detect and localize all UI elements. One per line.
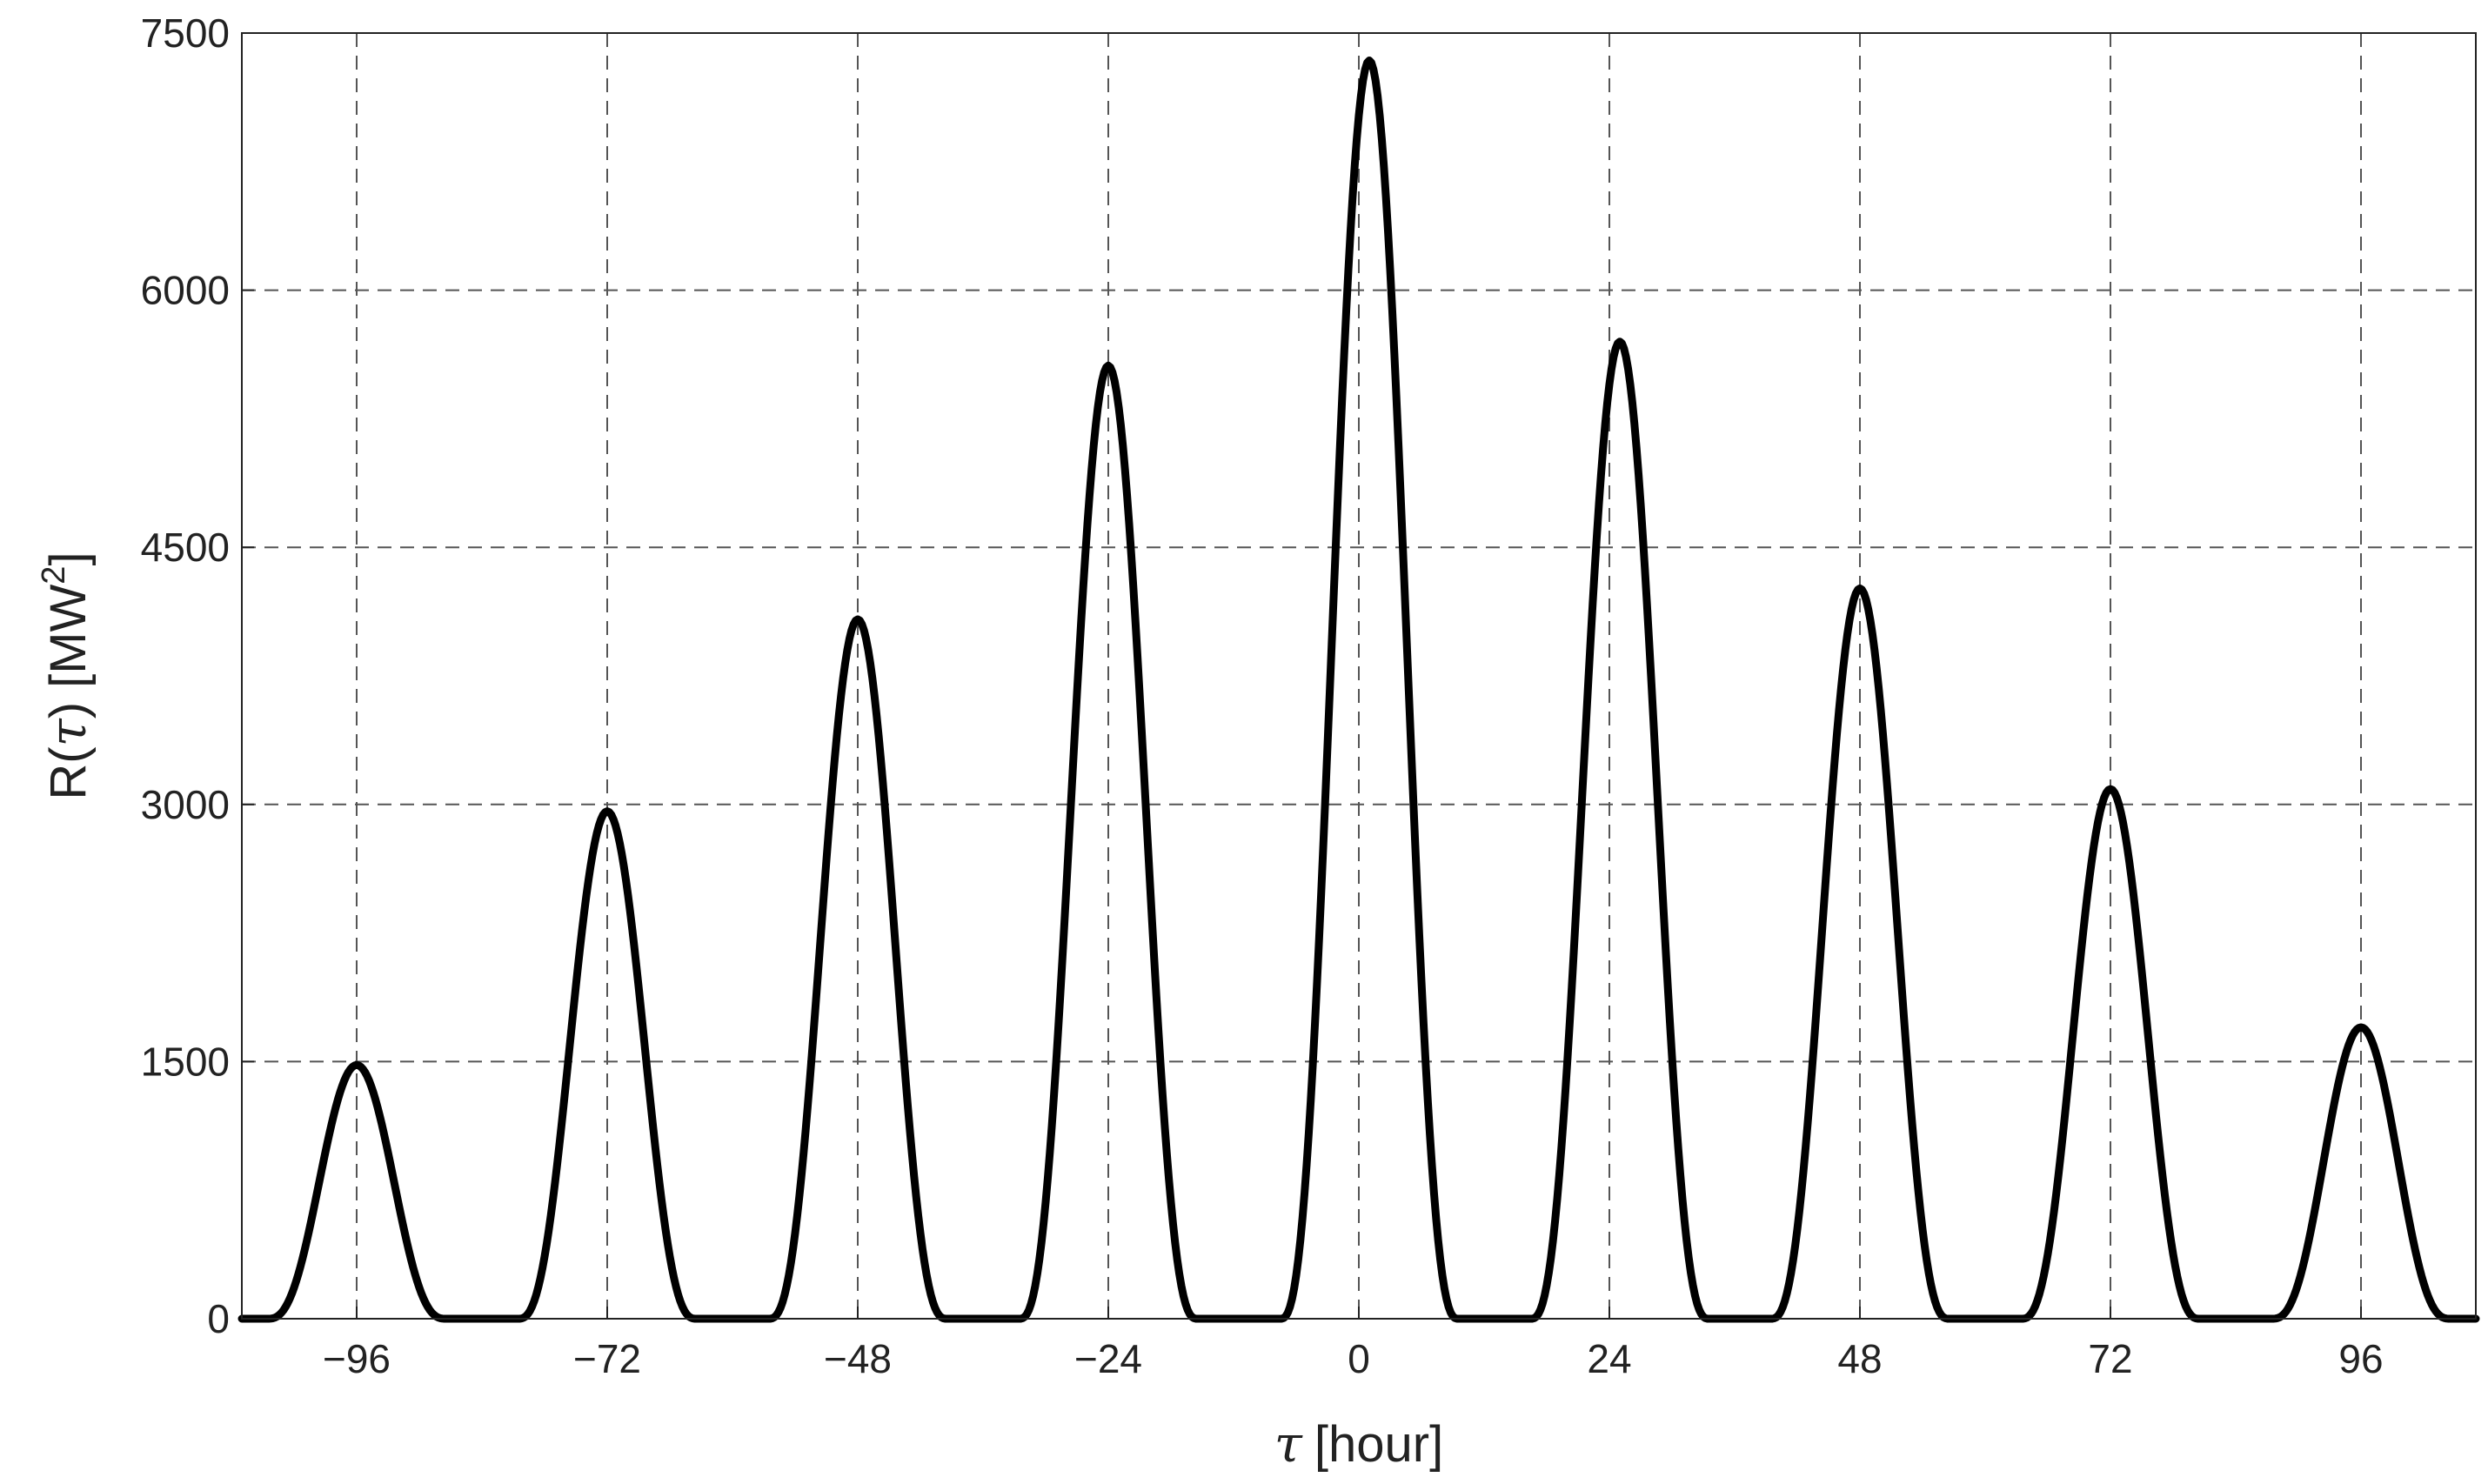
x-tick-labels: −96 −72 −48 −24 0 24 48 72 96 xyxy=(323,1336,2384,1381)
y-axis-label: R(τ) [MW2] xyxy=(36,551,97,799)
y-tick-label: 0 xyxy=(207,1296,230,1341)
grid xyxy=(242,32,2476,1320)
series-group xyxy=(237,57,2480,1323)
y-axis-suffix: ) [MW xyxy=(40,584,97,719)
x-tick-label: −96 xyxy=(323,1336,391,1381)
y-tick-label: 7500 xyxy=(141,10,230,56)
y-axis-prefix: R( xyxy=(40,746,97,799)
y-axis-symbol: τ xyxy=(38,718,97,746)
y-tick-label: 4500 xyxy=(141,525,230,570)
y-tick-label: 3000 xyxy=(141,782,230,827)
x-axis-label: τ [hour] xyxy=(1274,1414,1443,1474)
y-tick-label: 1500 xyxy=(141,1039,230,1084)
y-tick-label: 6000 xyxy=(141,268,230,313)
x-tick-label: −24 xyxy=(1074,1336,1142,1381)
autocorrelation-line xyxy=(237,57,2480,1323)
y-tick-labels: 0 1500 3000 4500 6000 7500 xyxy=(141,10,230,1341)
x-tick-label: 96 xyxy=(2338,1336,2383,1381)
plot-frame xyxy=(241,32,2477,1320)
y-axis-superscript: 2 xyxy=(36,566,72,585)
x-axis-symbol: τ xyxy=(1274,1414,1303,1474)
y-axis-close: ] xyxy=(40,551,97,565)
x-tick-label: 72 xyxy=(2088,1336,2132,1381)
x-tick-label: 48 xyxy=(1837,1336,1882,1381)
x-tick-label: 0 xyxy=(1348,1336,1370,1381)
x-axis-unit: [hour] xyxy=(1314,1416,1443,1473)
x-tick-label: 24 xyxy=(1587,1336,1631,1381)
x-tick-label: −48 xyxy=(824,1336,892,1381)
x-tick-label: −72 xyxy=(573,1336,641,1381)
